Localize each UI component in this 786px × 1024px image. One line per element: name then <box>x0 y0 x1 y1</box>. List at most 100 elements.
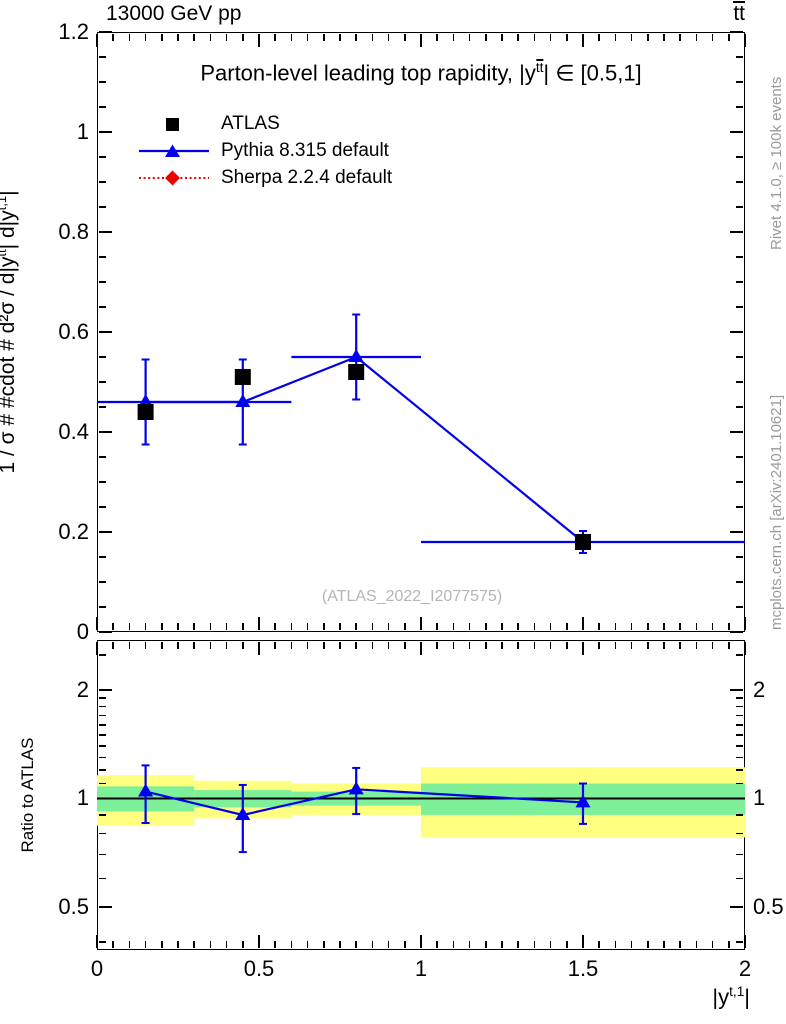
x-tick-ratio-top <box>323 641 325 649</box>
y-tick-ratio <box>98 756 106 759</box>
x-tick-main-top <box>339 33 341 41</box>
y-tick-ratio-right <box>736 714 744 717</box>
x-tick-ratio-top <box>695 641 698 649</box>
x-tick-ratio-top <box>387 641 390 649</box>
x-tick-main-bottom <box>598 623 600 631</box>
x-tick-ratio-top <box>598 641 600 649</box>
x-tick-ratio-bottom <box>225 941 228 949</box>
x-tick-ratio-bottom <box>485 941 487 949</box>
x-tick-ratio-top <box>566 641 568 649</box>
x-tick-main-bottom <box>744 617 746 631</box>
x-tick-main-top <box>533 33 536 41</box>
x-tick-ratio-top <box>711 641 714 649</box>
y-tick-main-right <box>736 556 744 558</box>
y-tick-label-ratio: 2 <box>76 676 89 702</box>
x-tick-ratio-top <box>306 641 309 649</box>
y-tick-main-right <box>730 231 744 233</box>
x-tick-main-top <box>112 33 114 41</box>
x-tick-main-top <box>144 33 147 41</box>
x-tick-ratio-bottom <box>274 941 276 949</box>
x-tick-main-bottom <box>96 617 98 631</box>
x-tick-ratio-top <box>371 641 374 649</box>
x-tick-main-top <box>614 33 617 41</box>
x-tick-main-top <box>420 33 422 47</box>
x-tick-main-top <box>630 33 633 41</box>
x-tick-main-top <box>711 33 714 41</box>
y-tick-main <box>98 156 106 158</box>
x-tick-main-top <box>485 33 487 41</box>
y-tick-main <box>98 331 112 333</box>
source-credit: mcplots.cern.ch [arXiv:2401.10621] <box>768 394 785 630</box>
y-tick-label-main: 0.8 <box>58 219 89 244</box>
x-tick-main-top <box>501 33 503 41</box>
y-tick-label-ratio-right: 1 <box>753 785 766 811</box>
y-tick-ratio <box>98 697 106 699</box>
x-tick-ratio-bottom <box>614 941 617 949</box>
main-plot-frame <box>97 32 745 632</box>
y-tick-ratio-right <box>736 832 744 835</box>
y-tick-main <box>98 606 106 608</box>
x-tick-ratio-top <box>728 641 730 649</box>
y-tick-main <box>98 406 106 408</box>
x-tick-main-top <box>517 33 519 41</box>
x-tick-ratio-top <box>744 641 746 655</box>
x-tick-ratio-bottom <box>387 941 390 949</box>
x-tick-main-bottom <box>566 623 568 631</box>
x-tick-ratio-bottom <box>112 941 114 949</box>
y-tick-main <box>98 131 112 133</box>
x-tick-main-bottom <box>144 623 147 631</box>
x-tick-main-bottom <box>485 623 487 631</box>
y-tick-main-right <box>736 256 744 258</box>
x-tick-ratio-top <box>290 641 293 649</box>
y-tick-ratio <box>98 853 106 856</box>
y-tick-main <box>98 431 112 433</box>
x-tick-main-bottom <box>728 623 730 631</box>
x-tick-ratio-bottom <box>306 941 309 949</box>
y-tick-label-main: 0 <box>76 619 89 644</box>
x-tick-main-top <box>744 33 746 47</box>
x-tick-ratio-top <box>501 641 503 649</box>
y-tick-label-ratio: 0.5 <box>58 894 89 919</box>
y-tick-main-right <box>736 481 744 483</box>
x-tick-ratio-top <box>161 641 163 649</box>
y-tick-label-main: 0.4 <box>58 419 89 444</box>
y-tick-ratio-right <box>730 906 744 908</box>
x-tick-ratio-top <box>630 641 633 649</box>
x-tick-ratio-top <box>339 641 341 649</box>
y-tick-ratio <box>98 769 106 771</box>
x-tick-ratio-top <box>112 641 114 649</box>
y-tick-main <box>98 631 112 633</box>
y-axis-label-ratio: Ratio to ATLAS <box>18 737 37 853</box>
x-tick-main-top <box>436 33 438 41</box>
y-tick-main-right <box>730 31 744 33</box>
y-tick-label-ratio-right: 2 <box>753 676 766 702</box>
y-tick-ratio <box>98 734 106 736</box>
x-tick-ratio-bottom <box>452 941 455 949</box>
generator-credit: Rivet 4.1.0, ≥ 100k events <box>768 76 785 250</box>
x-tick-main-bottom <box>209 623 212 631</box>
x-tick-ratio-top <box>436 641 438 649</box>
y-tick-main-right <box>736 581 744 583</box>
x-tick-ratio-bottom <box>566 941 568 949</box>
x-tick-main-top <box>647 33 649 41</box>
x-tick-main-bottom <box>371 623 374 631</box>
ratio-plot-area <box>97 640 745 950</box>
y-tick-main <box>98 456 106 458</box>
x-tick-main-bottom <box>695 623 698 631</box>
x-tick-ratio-top <box>177 641 179 649</box>
y-tick-main-right <box>736 356 744 358</box>
x-tick-ratio-bottom <box>404 941 406 949</box>
y-tick-main-right <box>730 131 744 133</box>
x-tick-ratio-bottom <box>582 935 584 949</box>
x-tick-main-bottom <box>679 623 681 631</box>
x-tick-ratio-bottom <box>339 941 341 949</box>
x-tick-main-top <box>663 33 665 41</box>
y-tick-main <box>98 106 106 108</box>
y-tick-ratio <box>98 832 106 835</box>
x-tick-ratio-top <box>582 641 584 655</box>
y-tick-main <box>98 581 106 583</box>
x-tick-main-bottom <box>468 623 471 631</box>
y-tick-main-right <box>730 531 744 533</box>
x-tick-main-bottom <box>663 623 665 631</box>
y-tick-main <box>98 306 106 308</box>
